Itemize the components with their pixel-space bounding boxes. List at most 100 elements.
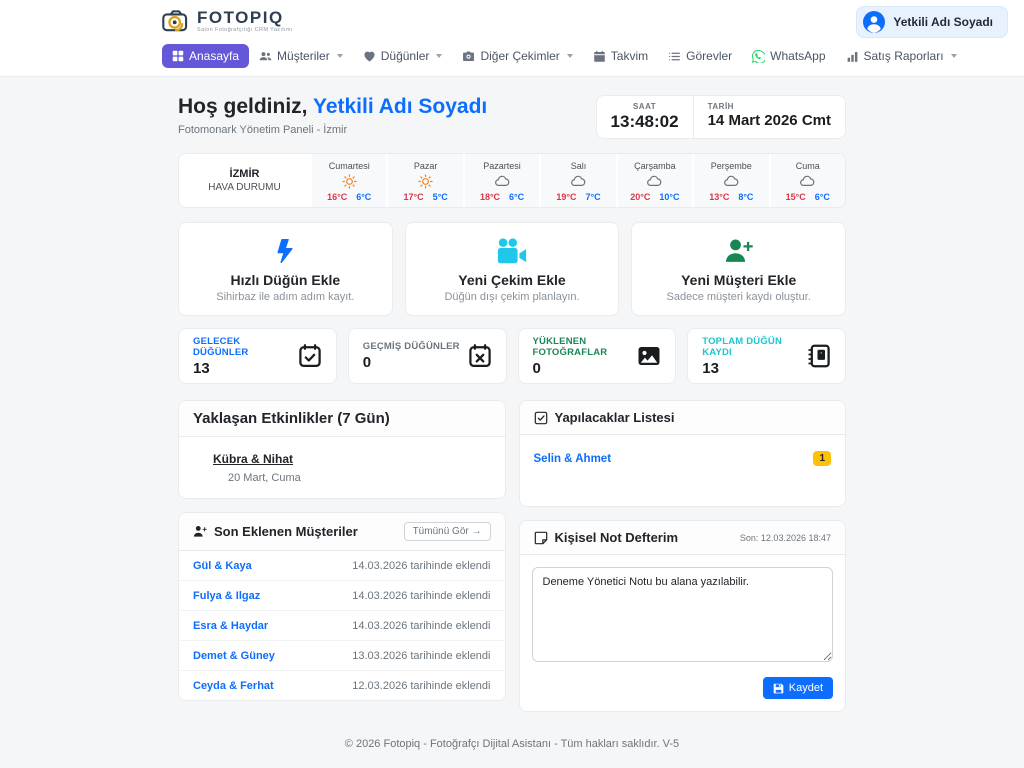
clock-card: SAAT 13:48:02 TARİH 14 Mart 2026 Cmt xyxy=(595,95,846,139)
customer-added-date: 14.03.2026 tarihinde eklendi xyxy=(352,559,491,572)
stat-uploaded-photos[interactable]: YÜKLENEN FOTOĞRAFLAR 0 xyxy=(517,328,677,384)
nav-item-dugunler[interactable]: Düğünler xyxy=(353,44,453,68)
weather-day: Salı 19°C 7°C xyxy=(539,154,616,207)
weather-label: HAVA DURUMU xyxy=(208,182,281,193)
sticky-note-icon xyxy=(534,531,548,545)
time-value: 13:48:02 xyxy=(610,112,679,131)
customer-row: Esra & Haydar 14.03.2026 tarihinde eklen… xyxy=(179,610,505,640)
chevron-down-icon xyxy=(566,54,573,58)
customer-row: Fulya & Ilgaz 14.03.2026 tarihinde eklen… xyxy=(179,580,505,610)
weather-widget: İZMİR HAVA DURUMU Cumartesi 16°C 6°C Paza… xyxy=(178,153,846,208)
nav-item-musteriler[interactable]: Müşteriler xyxy=(249,44,353,68)
chevron-down-icon xyxy=(950,54,957,58)
floppy-disk-icon xyxy=(773,683,784,694)
customer-link[interactable]: Esra & Haydar xyxy=(193,619,269,632)
main-nav: Anasayfa Müşteriler Düğünler Diğer Çekim… xyxy=(162,44,957,68)
event-date: 20 Mart, Cuma xyxy=(228,472,301,484)
nav-item-whatsapp[interactable]: WhatsApp xyxy=(742,44,835,68)
cloud-icon xyxy=(799,173,816,190)
quick-actions: Hızlı Düğün Ekle Sihirbaz ile adım adım … xyxy=(178,222,847,316)
customer-added-date: 14.03.2026 tarihinde eklendi xyxy=(352,619,491,632)
cloud-icon xyxy=(723,173,740,190)
calendar-icon xyxy=(593,50,606,63)
check-square-icon xyxy=(534,411,548,425)
stat-past-weddings[interactable]: GEÇMİŞ DÜĞÜNLER 0 xyxy=(347,328,507,384)
customer-row: Gül & Kaya 14.03.2026 tarihinde eklendi xyxy=(179,551,505,580)
dashboard-columns: Yaklaşan Etkinlikler (7 Gün) Kübra & Nih… xyxy=(178,400,846,712)
image-icon xyxy=(637,344,661,368)
weather-day: Çarşamba 20°C 10°C xyxy=(615,154,693,207)
cloud-icon xyxy=(494,173,511,190)
upcoming-events-title: Yaklaşan Etkinlikler (7 Gün) xyxy=(193,410,390,427)
new-customer-card[interactable]: Yeni Müşteri Ekle Sadece müşteri kaydı o… xyxy=(631,222,847,316)
todo-count-badge: 1 xyxy=(813,451,831,466)
save-button[interactable]: Kaydet xyxy=(762,677,833,699)
customer-link[interactable]: Fulya & Ilgaz xyxy=(193,589,261,602)
welcome-row: Hoş geldiniz, Yetkili Adı Soyadı Fotomon… xyxy=(178,95,846,139)
todo-title: Yapılacaklar Listesi xyxy=(554,410,675,425)
recent-customers-panel: Son Eklenen Müşteriler Tümünü Gör → Gül … xyxy=(178,512,506,701)
calendar-x-icon xyxy=(468,344,492,368)
person-plus-icon xyxy=(725,236,753,266)
grid-icon xyxy=(172,50,184,62)
customer-link[interactable]: Gül & Kaya xyxy=(193,559,252,572)
brand-tagline: Salon Fotoğrafçılığı CRM Yazılımı xyxy=(197,26,293,33)
journal-icon xyxy=(807,344,831,368)
recent-customers-title: Son Eklenen Müşteriler xyxy=(214,524,358,539)
user-name: Yetkili Adı Soyadı xyxy=(893,15,993,29)
people-icon xyxy=(259,50,272,63)
cloud-icon xyxy=(646,173,663,190)
todo-item: Selin & Ahmet 1 xyxy=(533,441,831,476)
nav-item-diger-cekimler[interactable]: Diğer Çekimler xyxy=(452,44,582,68)
avatar xyxy=(863,11,886,33)
view-all-button[interactable]: Tümünü Gör → xyxy=(403,522,491,541)
camera-icon xyxy=(462,50,475,63)
header: FOTOPIQ Salon Fotoğrafçılığı CRM Yazılım… xyxy=(0,0,1024,77)
nav-item-takvim[interactable]: Takvim xyxy=(583,44,658,68)
customer-added-date: 13.03.2026 tarihinde eklendi xyxy=(352,649,491,662)
sun-icon xyxy=(417,173,434,190)
customer-row: Demet & Güney 13.03.2026 tarihinde eklen… xyxy=(179,640,505,670)
barchart-icon xyxy=(846,50,859,63)
stat-total-weddings[interactable]: TOPLAM DÜĞÜN KAYDI 13 xyxy=(687,328,846,384)
weather-day: Pazartesi 18°C 6°C xyxy=(462,154,540,207)
customer-link[interactable]: Demet & Güney xyxy=(193,649,275,662)
stat-upcoming-weddings[interactable]: GELECEK DÜĞÜNLER 13 xyxy=(178,328,337,384)
nav-item-gorevler[interactable]: Görevler xyxy=(658,44,742,68)
main-content: Hoş geldiniz, Yetkili Adı Soyadı Fotomon… xyxy=(178,77,847,768)
todo-couple-link[interactable]: Selin & Ahmet xyxy=(533,452,612,465)
lightning-icon xyxy=(273,236,297,266)
notebook-title: Kişisel Not Defterim xyxy=(554,530,679,545)
weather-day: Pazar 17°C 5°C xyxy=(386,154,463,207)
weather-city: İZMİR xyxy=(229,168,260,180)
cloud-icon xyxy=(570,173,587,190)
nav-item-satis-raporlari[interactable]: Satış Raporları xyxy=(836,44,967,68)
list-icon xyxy=(668,50,681,63)
time-label: SAAT xyxy=(632,102,657,111)
quick-add-wedding-card[interactable]: Hızlı Düğün Ekle Sihirbaz ile adım adım … xyxy=(178,222,393,316)
weather-day: Cuma 15°C 6°C xyxy=(768,154,845,207)
video-camera-icon xyxy=(497,236,527,266)
notebook-panel: Kişisel Not Defterim Son: 12.03.2026 18:… xyxy=(518,520,846,712)
date-value: 14 Mart 2026 Cmt xyxy=(707,112,831,129)
upcoming-events-panel: Yaklaşan Etkinlikler (7 Gün) Kübra & Nih… xyxy=(178,400,506,499)
whatsapp-icon xyxy=(752,49,766,63)
sun-icon xyxy=(341,173,358,190)
customer-link[interactable]: Ceyda & Ferhat xyxy=(193,679,274,692)
event-couple-link[interactable]: Kübra & Nihat xyxy=(213,452,294,466)
event-item: Kübra & Nihat 20 Mart, Cuma xyxy=(179,437,505,498)
page-title: Hoş geldiniz, Yetkili Adı Soyadı xyxy=(178,95,488,118)
welcome-user-name: Yetkili Adı Soyadı xyxy=(312,95,488,118)
notebook-textarea[interactable]: Deneme Yönetici Notu bu alana yazılabili… xyxy=(531,567,833,662)
person-plus-icon xyxy=(193,525,207,538)
user-menu-button[interactable]: Yetkili Adı Soyadı xyxy=(856,6,1008,38)
notebook-last-saved: Son: 12.03.2026 18:47 xyxy=(739,532,831,543)
brand-logo[interactable]: FOTOPIQ Salon Fotoğrafçılığı CRM Yazılım… xyxy=(162,9,293,34)
nav-item-anasayfa[interactable]: Anasayfa xyxy=(162,44,250,68)
customer-row: Ceyda & Ferhat 12.03.2026 tarihinde ekle… xyxy=(179,670,505,700)
new-shoot-card[interactable]: Yeni Çekim Ekle Düğün dışı çekim planlay… xyxy=(404,222,620,316)
weather-day: Perşembe 13°C 8°C xyxy=(692,154,769,207)
welcome-subtitle: Fotomonark Yönetim Paneli - İzmir xyxy=(178,124,348,136)
todo-panel: Yapılacaklar Listesi Selin & Ahmet 1 xyxy=(518,400,846,507)
brand-name: FOTOPIQ xyxy=(197,7,284,27)
